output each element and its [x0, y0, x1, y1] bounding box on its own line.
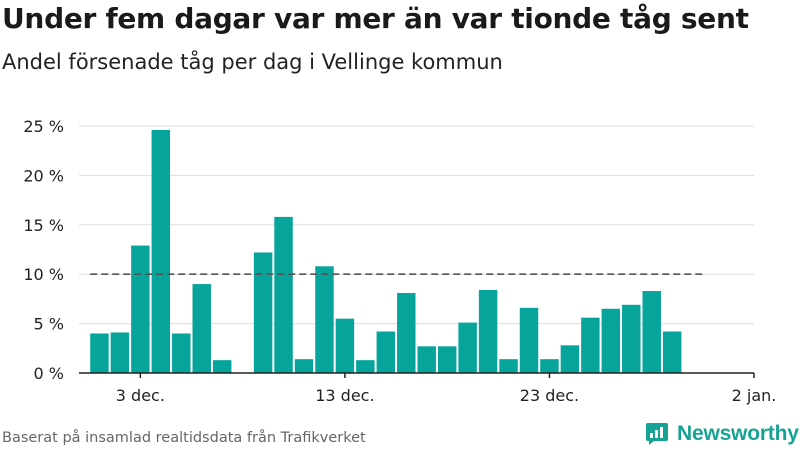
newsworthy-logo-icon: [646, 423, 668, 445]
chart-subtitle: Andel försenade tåg per dag i Vellinge k…: [2, 50, 503, 74]
bar: [417, 346, 436, 373]
bar: [335, 318, 355, 373]
y-tick-label: 5 %: [34, 315, 64, 334]
bar: [478, 290, 498, 373]
axes: 0 % 5 % 10 % 15 % 20 % 25 % 3 dec. 13 dec. 23 de…: [23, 117, 776, 405]
bar: [601, 308, 621, 373]
bar: [458, 322, 477, 373]
bar: [212, 360, 232, 373]
bar: [519, 307, 539, 373]
bar: [110, 332, 130, 373]
y-tick-label: 20 %: [23, 166, 64, 185]
bar: [437, 346, 457, 373]
chart-title: Under fem dagar var mer än var tionde tå…: [2, 2, 749, 35]
bar: [172, 333, 191, 373]
bar: [397, 292, 416, 373]
x-tick-label: 3 dec.: [116, 386, 165, 405]
bar: [315, 266, 334, 373]
bar: [274, 216, 293, 373]
bar: [253, 252, 273, 373]
bar: [294, 359, 314, 373]
bar: [192, 284, 211, 373]
bar: [90, 333, 109, 373]
bar: [581, 317, 600, 373]
bar-chart: 0 % 5 % 10 % 15 % 20 % 25 % 3 dec. 13 dec. 23 de…: [23, 117, 776, 405]
bar: [622, 304, 641, 373]
y-tick-label: 15 %: [23, 216, 64, 235]
bar: [499, 359, 518, 373]
bar: [131, 245, 150, 373]
bar: [356, 360, 375, 373]
y-tick-label: 10 %: [23, 265, 64, 284]
x-tick-label: 23 dec.: [520, 386, 579, 405]
bar: [376, 331, 396, 373]
brand-logo[interactable]: Newsworthy: [645, 420, 799, 448]
bars: [90, 129, 682, 373]
y-tick-label: 25 %: [23, 117, 64, 136]
x-tick-label: 2 jan.: [732, 386, 777, 405]
source-note: Baserat på insamlad realtidsdata från Tr…: [2, 430, 366, 446]
bar: [642, 290, 661, 373]
bar: [151, 129, 171, 373]
bar: [540, 359, 559, 373]
bar: [662, 331, 682, 373]
x-tick-label: 13 dec.: [315, 386, 374, 405]
y-tick-label: 0 %: [34, 364, 64, 383]
brand-name: Newsworthy: [677, 422, 799, 445]
bar: [560, 345, 580, 373]
